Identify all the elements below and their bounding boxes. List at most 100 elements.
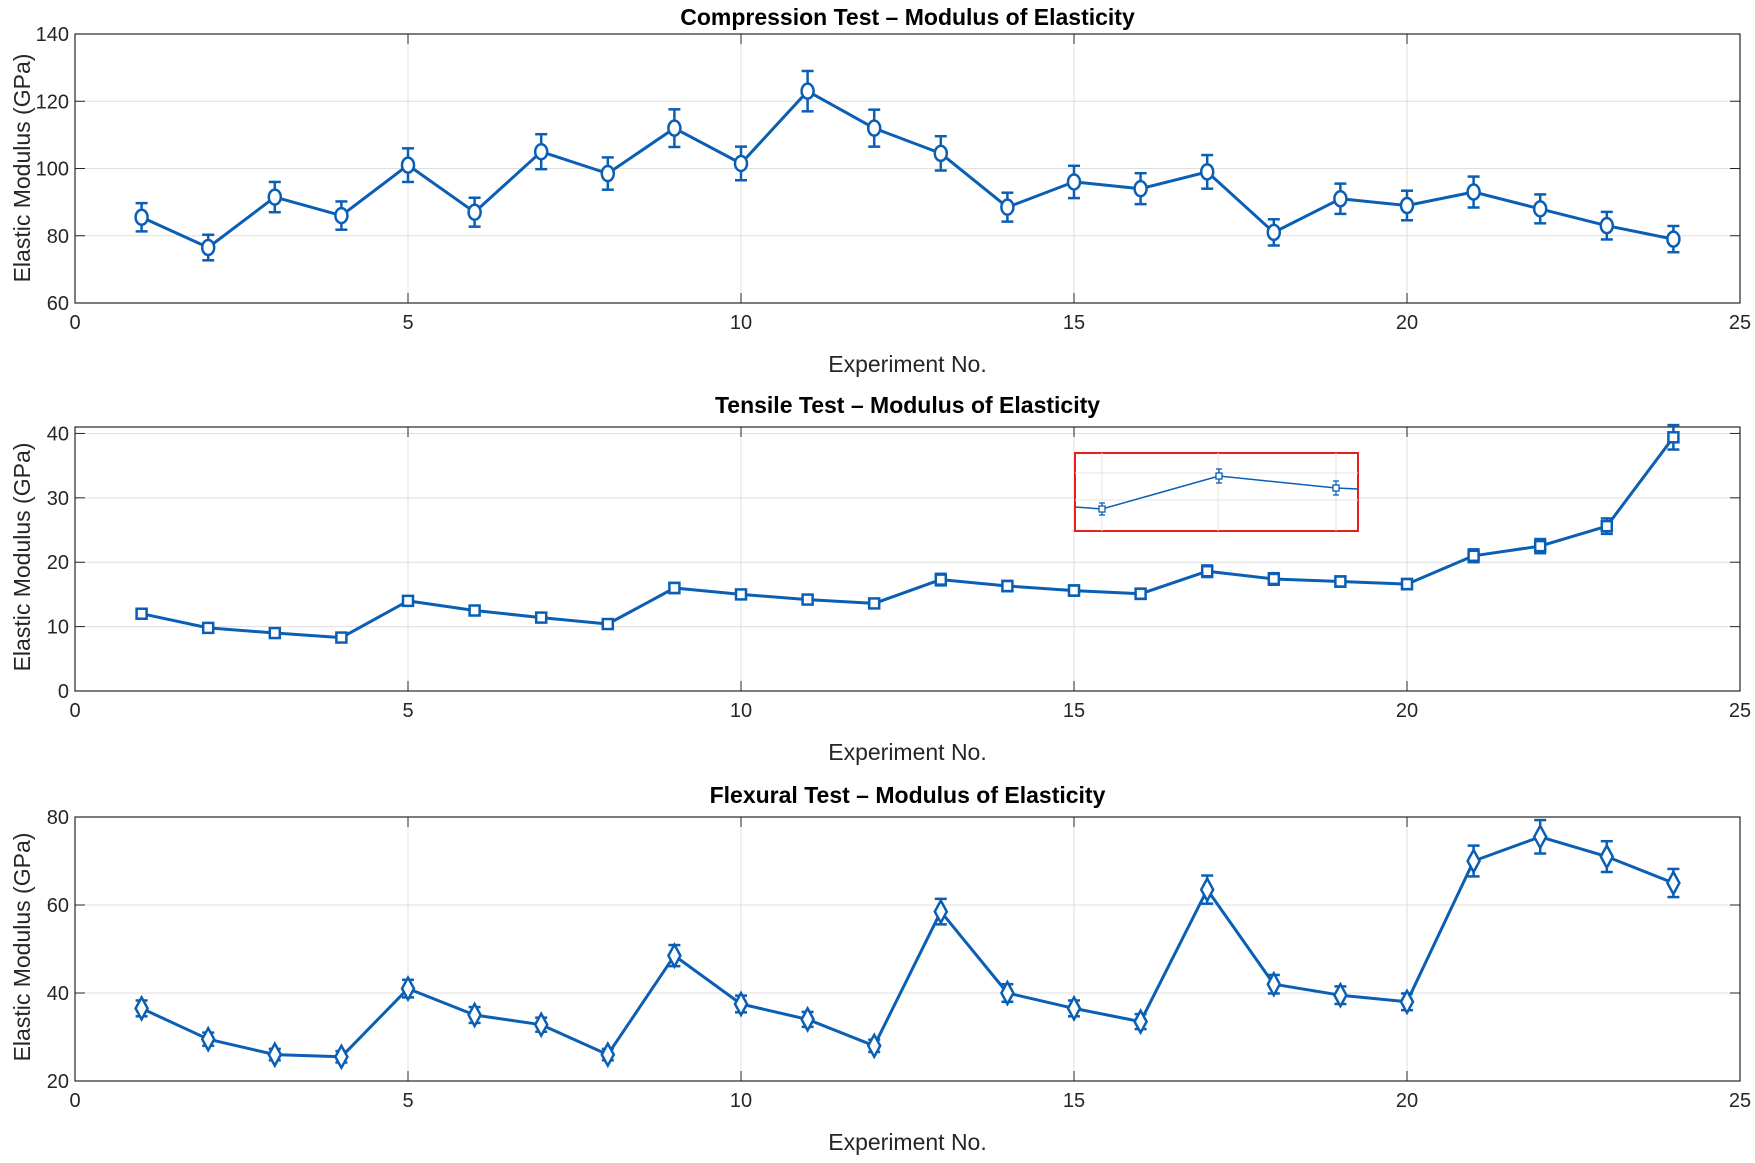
x-tick-label: 20 [1396, 312, 1418, 334]
data-point [668, 581, 681, 595]
data-point [533, 1011, 549, 1039]
y-tick-label: 60 [47, 293, 69, 315]
y-tick-label: 100 [36, 159, 69, 181]
data-point [268, 626, 282, 640]
data-point [800, 1005, 816, 1034]
axes-box [74, 816, 1741, 1082]
data-point [1666, 230, 1681, 248]
x-tick-label: 15 [1063, 1090, 1085, 1112]
data-point [1467, 549, 1480, 563]
data-point [1399, 196, 1415, 215]
data-point [1067, 584, 1081, 597]
data-point [1133, 1007, 1149, 1036]
y-tick-label: 40 [47, 983, 69, 1005]
x-axis-label: Experiment No. [828, 739, 987, 765]
y-tick-label: 40 [47, 423, 69, 445]
data-point [1667, 431, 1680, 444]
data-point [334, 206, 349, 225]
data-point [267, 1040, 283, 1069]
data-point [1665, 869, 1681, 897]
data-point [467, 203, 482, 221]
x-tick-label: 20 [1396, 1090, 1418, 1112]
x-tick-label: 0 [69, 1090, 80, 1112]
y-tick-label: 80 [47, 807, 69, 829]
data-point [1133, 179, 1148, 198]
data-point [933, 897, 949, 926]
data-point [733, 990, 749, 1018]
data-point [1532, 823, 1548, 851]
chart-title: Tensile Test – Modulus of Elasticity [715, 392, 1100, 418]
inset-data-point [1215, 472, 1223, 480]
y-tick-label: 0 [58, 681, 69, 703]
data-point [866, 1032, 882, 1060]
chart-title: Flexural Test – Modulus of Elasticity [710, 782, 1106, 808]
data-point [1266, 223, 1282, 242]
data-point [733, 154, 749, 173]
flexural-chart-panel: 0 5 10 15 20 25 20 40 60 80 Flexural Test – Modulu… [9, 782, 1751, 1155]
data-point [400, 156, 416, 174]
data-point [1001, 579, 1014, 593]
x-tick-label: 5 [402, 312, 413, 334]
data-point [200, 238, 216, 257]
y-tick-label: 10 [47, 617, 69, 639]
y-tick-label: 120 [36, 91, 69, 113]
y-axis-label: Elastic Modulus (GPa) [9, 443, 35, 672]
data-point [1199, 163, 1215, 181]
x-axis-label: Experiment No. [828, 1129, 987, 1155]
y-axis-label: Elastic Modulus (GPa) [9, 833, 35, 1062]
data-point [1599, 842, 1615, 871]
y-axis-label: Elastic Modulus (GPa) [9, 54, 35, 283]
inset-data-point [1332, 484, 1340, 492]
data-point [1267, 572, 1281, 586]
y-tick-label: 140 [36, 24, 69, 46]
data-point [1532, 200, 1548, 218]
y-tick-label: 60 [47, 895, 69, 917]
x-tick-label: 0 [69, 700, 80, 722]
inset-highlight-box [1074, 452, 1359, 532]
data-point [401, 594, 415, 608]
data-point [1399, 988, 1415, 1016]
data-point [1000, 198, 1015, 216]
data-point [533, 142, 549, 161]
data-point [335, 631, 348, 644]
series-line [140, 835, 1674, 1059]
data-point [1066, 994, 1082, 1023]
data-point [534, 611, 548, 624]
x-tick-label: 25 [1729, 700, 1751, 722]
data-point [867, 597, 881, 610]
x-tick-label: 5 [402, 1090, 413, 1112]
tensile-chart-panel: 0 5 10 15 20 25 0 10 20 30 40 Tensile Test – Modulu… [9, 392, 1751, 765]
y-tick-label: 30 [47, 488, 69, 510]
data-point [467, 1001, 483, 1029]
series-line [140, 89, 1674, 249]
data-point [801, 593, 814, 606]
x-tick-label: 10 [730, 1090, 752, 1112]
data-point [600, 1040, 616, 1069]
x-tick-label: 15 [1063, 312, 1085, 334]
y-tick-label: 20 [47, 552, 69, 574]
data-point [200, 1025, 216, 1053]
x-tick-label: 20 [1396, 700, 1418, 722]
x-tick-label: 25 [1729, 1090, 1751, 1112]
data-point [1466, 847, 1482, 875]
data-point [1333, 190, 1348, 208]
data-point [1266, 970, 1282, 998]
data-point [1400, 577, 1414, 591]
data-point [666, 941, 682, 970]
data-point [135, 607, 148, 620]
data-point [866, 119, 882, 137]
data-point [934, 573, 948, 586]
data-point [734, 588, 748, 601]
data-point [201, 621, 215, 635]
data-point [1200, 564, 1214, 578]
compression-chart-panel: 0 5 10 15 20 25 60 80 100 120 140 Compression Test … [9, 4, 1751, 377]
data-point [667, 119, 682, 137]
x-tick-label: 5 [402, 700, 413, 722]
data-point [134, 208, 149, 227]
series-line [141, 436, 1675, 640]
data-point [1066, 173, 1082, 191]
y-tick-label: 20 [47, 1071, 69, 1093]
data-point [267, 188, 283, 206]
x-tick-label: 15 [1063, 700, 1085, 722]
